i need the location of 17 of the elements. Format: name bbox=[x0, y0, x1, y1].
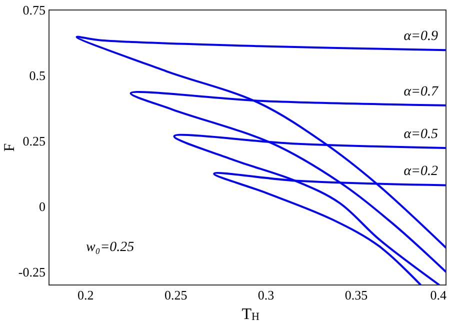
x-tick-label: 0.35 bbox=[344, 288, 368, 302]
y-tick-label: 0 bbox=[39, 198, 46, 214]
series-label: α=0.7 bbox=[404, 84, 439, 100]
x-tick-label: 0.3 bbox=[258, 288, 274, 302]
x-tick-label: 0.4 bbox=[430, 288, 447, 302]
y-tick-label: 0.25 bbox=[22, 133, 46, 148]
y-tick-label: 0.5 bbox=[29, 68, 46, 83]
series-label: α=0.9 bbox=[404, 29, 438, 44]
x-axis-title: TH bbox=[242, 306, 260, 323]
y-axis-title: F bbox=[2, 143, 18, 152]
y-tick-label: 0.75 bbox=[22, 2, 46, 18]
series-label: α=0.5 bbox=[404, 127, 438, 142]
x-tick-label: 0.25 bbox=[164, 288, 188, 302]
series-label: α=0.2 bbox=[404, 164, 438, 180]
annotation: w₀=0.25 bbox=[86, 240, 134, 255]
x-tick-label: 0.2 bbox=[77, 288, 94, 302]
y-tick-label: -0.25 bbox=[18, 264, 46, 280]
